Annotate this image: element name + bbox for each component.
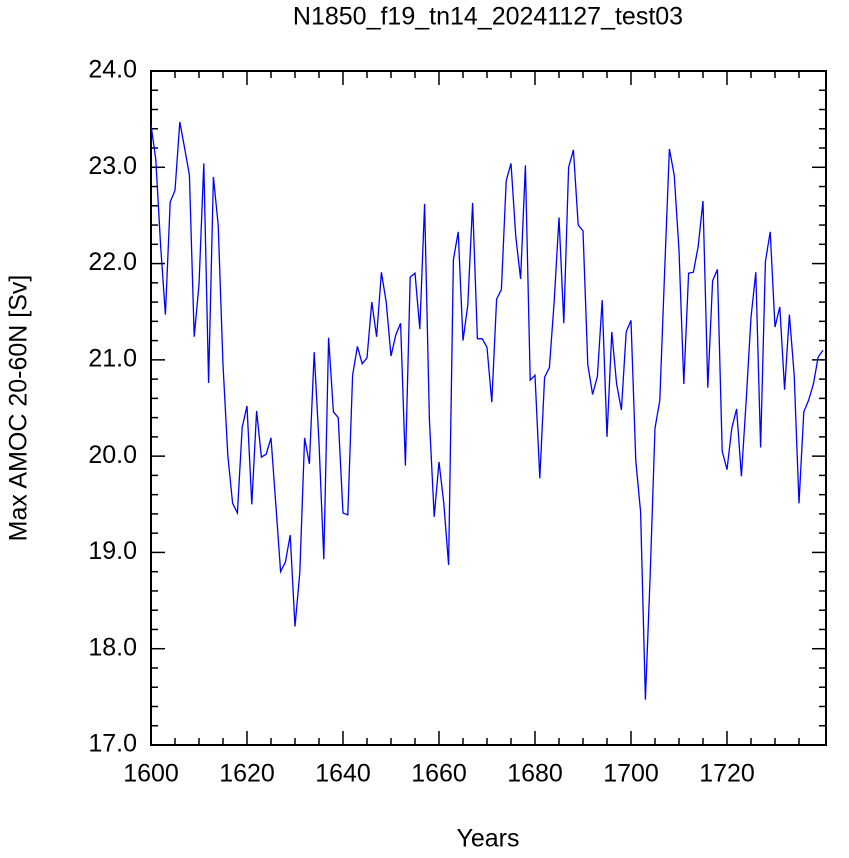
y-tick-label: 23.0 (88, 152, 137, 180)
y-tick-label: 19.0 (88, 537, 137, 565)
data-line (150, 121, 824, 700)
x-axis-label: Years (456, 825, 519, 853)
x-tick-label: 1720 (699, 760, 755, 788)
y-tick-label: 20.0 (88, 441, 137, 469)
x-tick-label: 1620 (219, 760, 275, 788)
y-tick-label: 17.0 (88, 730, 137, 758)
x-tick-label: 1600 (123, 760, 179, 788)
x-tick-label: 1680 (507, 760, 563, 788)
y-tick-label: 21.0 (88, 344, 137, 372)
x-tick-label: 1660 (411, 760, 467, 788)
chart-title: N1850_f19_tn14_20241127_test03 (293, 3, 683, 31)
x-tick-label: 1700 (603, 760, 659, 788)
y-tick-label: 18.0 (88, 633, 137, 661)
plot-frame (150, 70, 827, 746)
x-tick-label: 1640 (315, 760, 371, 788)
y-tick-label: 22.0 (88, 248, 137, 276)
y-axis-label: Max AMOC 20-60N [Sv] (5, 275, 33, 542)
y-tick-label: 24.0 (88, 56, 137, 84)
